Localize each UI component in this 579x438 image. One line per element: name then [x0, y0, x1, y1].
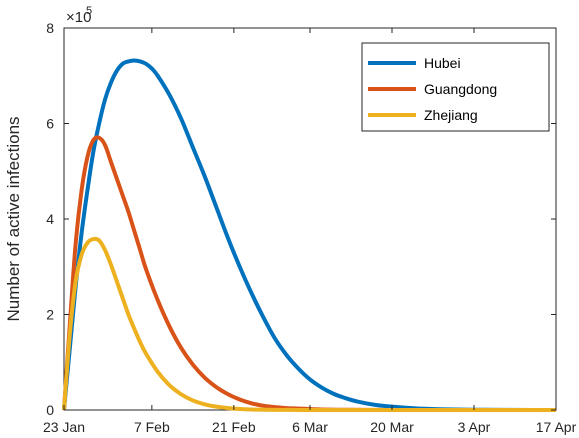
y-tick-label: 2: [46, 307, 54, 323]
legend-label: Zhejiang: [424, 107, 478, 123]
y-exponent: ×10 5: [66, 5, 92, 26]
x-tick-label: 7 Feb: [134, 419, 170, 435]
y-tick-label: 4: [46, 211, 54, 227]
x-axis-ticks: 23 Jan 7 Feb 21 Feb 6 Mar 20 Mar 3 Apr 17 Apr: [43, 28, 577, 435]
legend-label: Guangdong: [424, 81, 497, 97]
x-tick-label: 6 Mar: [292, 419, 328, 435]
x-tick-label: 23 Jan: [43, 419, 85, 435]
y-axis-ticks: 0 2 4 6 8: [46, 20, 556, 418]
x-tick-label: 3 Apr: [458, 419, 491, 435]
y-exponent-base: ×10: [66, 9, 91, 26]
y-tick-label: 6: [46, 116, 54, 132]
y-exponent-power: 5: [86, 5, 92, 17]
series-line-guangdong: [62, 135, 556, 413]
series-line-zhejiang: [62, 236, 556, 413]
x-tick-label: 20 Mar: [370, 419, 414, 435]
y-tick-label: 8: [46, 20, 54, 36]
y-tick-label: 0: [46, 402, 54, 418]
x-tick-label: 21 Feb: [212, 419, 256, 435]
y-axis-label: Number of active infections: [4, 116, 23, 321]
x-tick-label: 17 Apr: [536, 419, 577, 435]
legend: Hubei Guangdong Zhejiang: [361, 42, 550, 132]
legend-label: Hubei: [424, 55, 461, 71]
